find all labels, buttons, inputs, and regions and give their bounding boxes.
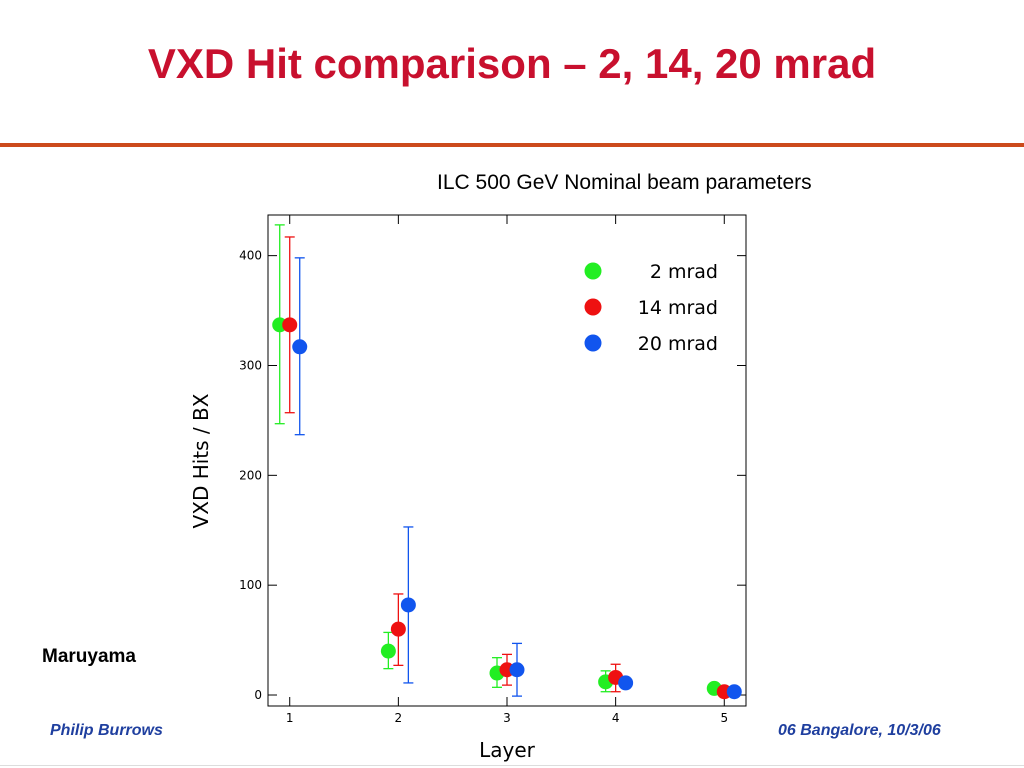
data-point — [282, 317, 298, 333]
data-point — [726, 684, 742, 700]
legend: 2 mrad 14 mrad 20 mrad — [584, 261, 718, 355]
y-tick-label: 400 — [239, 249, 262, 263]
y-tick-label: 300 — [239, 358, 262, 372]
data-points — [272, 317, 742, 700]
y-axis-label: VXD Hits / BX — [189, 393, 213, 528]
data-point — [400, 597, 416, 613]
x-tick-label: 3 — [503, 711, 511, 725]
author-label: Maruyama — [42, 646, 136, 667]
error-bars — [274, 224, 621, 697]
x-tick-label: 1 — [286, 711, 294, 725]
data-point — [380, 643, 396, 659]
title-divider — [0, 143, 1024, 147]
footer-divider — [0, 765, 1024, 766]
y-tick-label: 200 — [239, 468, 262, 482]
axis-ticks: 0 100 200 300 400 1 2 3 4 5 — [239, 215, 746, 725]
data-point — [292, 339, 308, 355]
data-point — [390, 621, 406, 637]
legend-label: 20 mrad — [638, 333, 718, 355]
plot-frame — [267, 214, 747, 707]
legend-label: 2 mrad — [650, 261, 718, 283]
y-tick-label: 0 — [254, 688, 262, 702]
legend-label: 14 mrad — [638, 297, 718, 319]
data-point — [509, 662, 525, 678]
x-tick-label: 5 — [720, 711, 728, 725]
x-tick-label: 4 — [612, 711, 620, 725]
legend-marker — [584, 298, 602, 316]
footer-presenter: Philip Burrows — [50, 722, 163, 739]
footer-event-date: 06 Bangalore, 10/3/06 — [778, 722, 941, 739]
y-tick-label: 100 — [239, 578, 262, 592]
chart-title: ILC 500 GeV Nominal beam parameters — [437, 171, 812, 194]
x-tick-label: 2 — [395, 711, 403, 725]
data-point — [618, 675, 634, 691]
slide-title: VXD Hit comparison – 2, 14, 20 mrad — [147, 40, 877, 87]
legend-marker — [584, 334, 602, 352]
x-axis-label: Layer — [479, 738, 536, 762]
legend-marker — [584, 262, 602, 280]
